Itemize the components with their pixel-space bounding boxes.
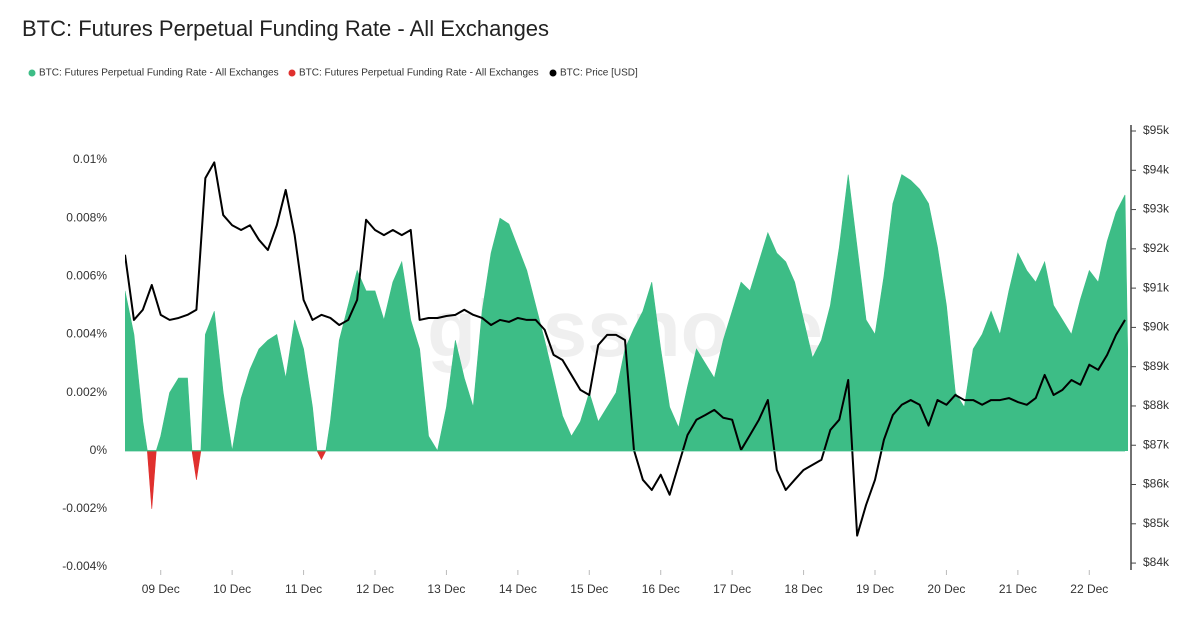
area (316, 450, 327, 461)
y2-tick-label: $86k (1143, 477, 1170, 491)
y2-tick-label: $91k (1143, 280, 1170, 294)
x-tick-label: 13 Dec (427, 582, 465, 596)
x-tick-label: 11 Dec (285, 582, 322, 596)
y2-tick-label: $92k (1143, 241, 1170, 255)
area (200, 311, 318, 452)
plot-area (125, 161, 1128, 537)
y2-tick-label: $90k (1143, 320, 1170, 334)
chart-title: BTC: Futures Perpetual Funding Rate - Al… (22, 16, 549, 41)
x-tick-label: 16 Dec (642, 582, 680, 596)
area (191, 450, 202, 480)
area (146, 450, 157, 509)
y2-tick-label: $89k (1143, 359, 1170, 373)
legend-label: BTC: Futures Perpetual Funding Rate - Al… (299, 68, 539, 79)
x-tick-label: 09 Dec (142, 582, 180, 596)
y-tick-label: 0.002% (66, 385, 107, 399)
legend-dot (28, 69, 36, 77)
y-tick-label: 0.006% (66, 269, 107, 283)
y2-tick-label: $94k (1143, 162, 1170, 176)
y-tick-label: 0% (90, 443, 108, 457)
x-tick-label: 14 Dec (499, 582, 537, 596)
legend-label: BTC: Price [USD] (560, 68, 638, 79)
y2-tick-label: $93k (1143, 202, 1170, 216)
price-line (125, 161, 1126, 537)
x-tick-label: 17 Dec (713, 582, 751, 596)
y-tick-label: 0.004% (66, 327, 107, 341)
y2-tick-label: $84k (1143, 555, 1170, 569)
y2-tick-label: $95k (1143, 123, 1170, 137)
area (325, 174, 1128, 452)
y-tick-label: 0.01% (73, 152, 107, 166)
x-tick-label: 10 Dec (213, 582, 251, 596)
y-tick-label: -0.004% (62, 559, 107, 573)
y2-tick-label: $87k (1143, 437, 1170, 451)
legend-label: BTC: Futures Perpetual Funding Rate - Al… (39, 68, 279, 79)
x-tick-label: 12 Dec (356, 582, 394, 596)
legend-dot (549, 69, 557, 77)
x-tick-label: 18 Dec (785, 582, 823, 596)
x-tick-label: 21 Dec (999, 582, 1037, 596)
x-tick-label: 22 Dec (1070, 582, 1108, 596)
y2-tick-label: $85k (1143, 516, 1170, 530)
y-tick-label: 0.008% (66, 210, 107, 224)
x-tick-label: 20 Dec (927, 582, 965, 596)
y2-tick-label: $88k (1143, 398, 1170, 412)
x-tick-label: 15 Dec (570, 582, 608, 596)
y-tick-label: -0.002% (62, 501, 107, 515)
legend-dot (288, 69, 296, 77)
area (155, 377, 193, 452)
x-tick-label: 19 Dec (856, 582, 894, 596)
